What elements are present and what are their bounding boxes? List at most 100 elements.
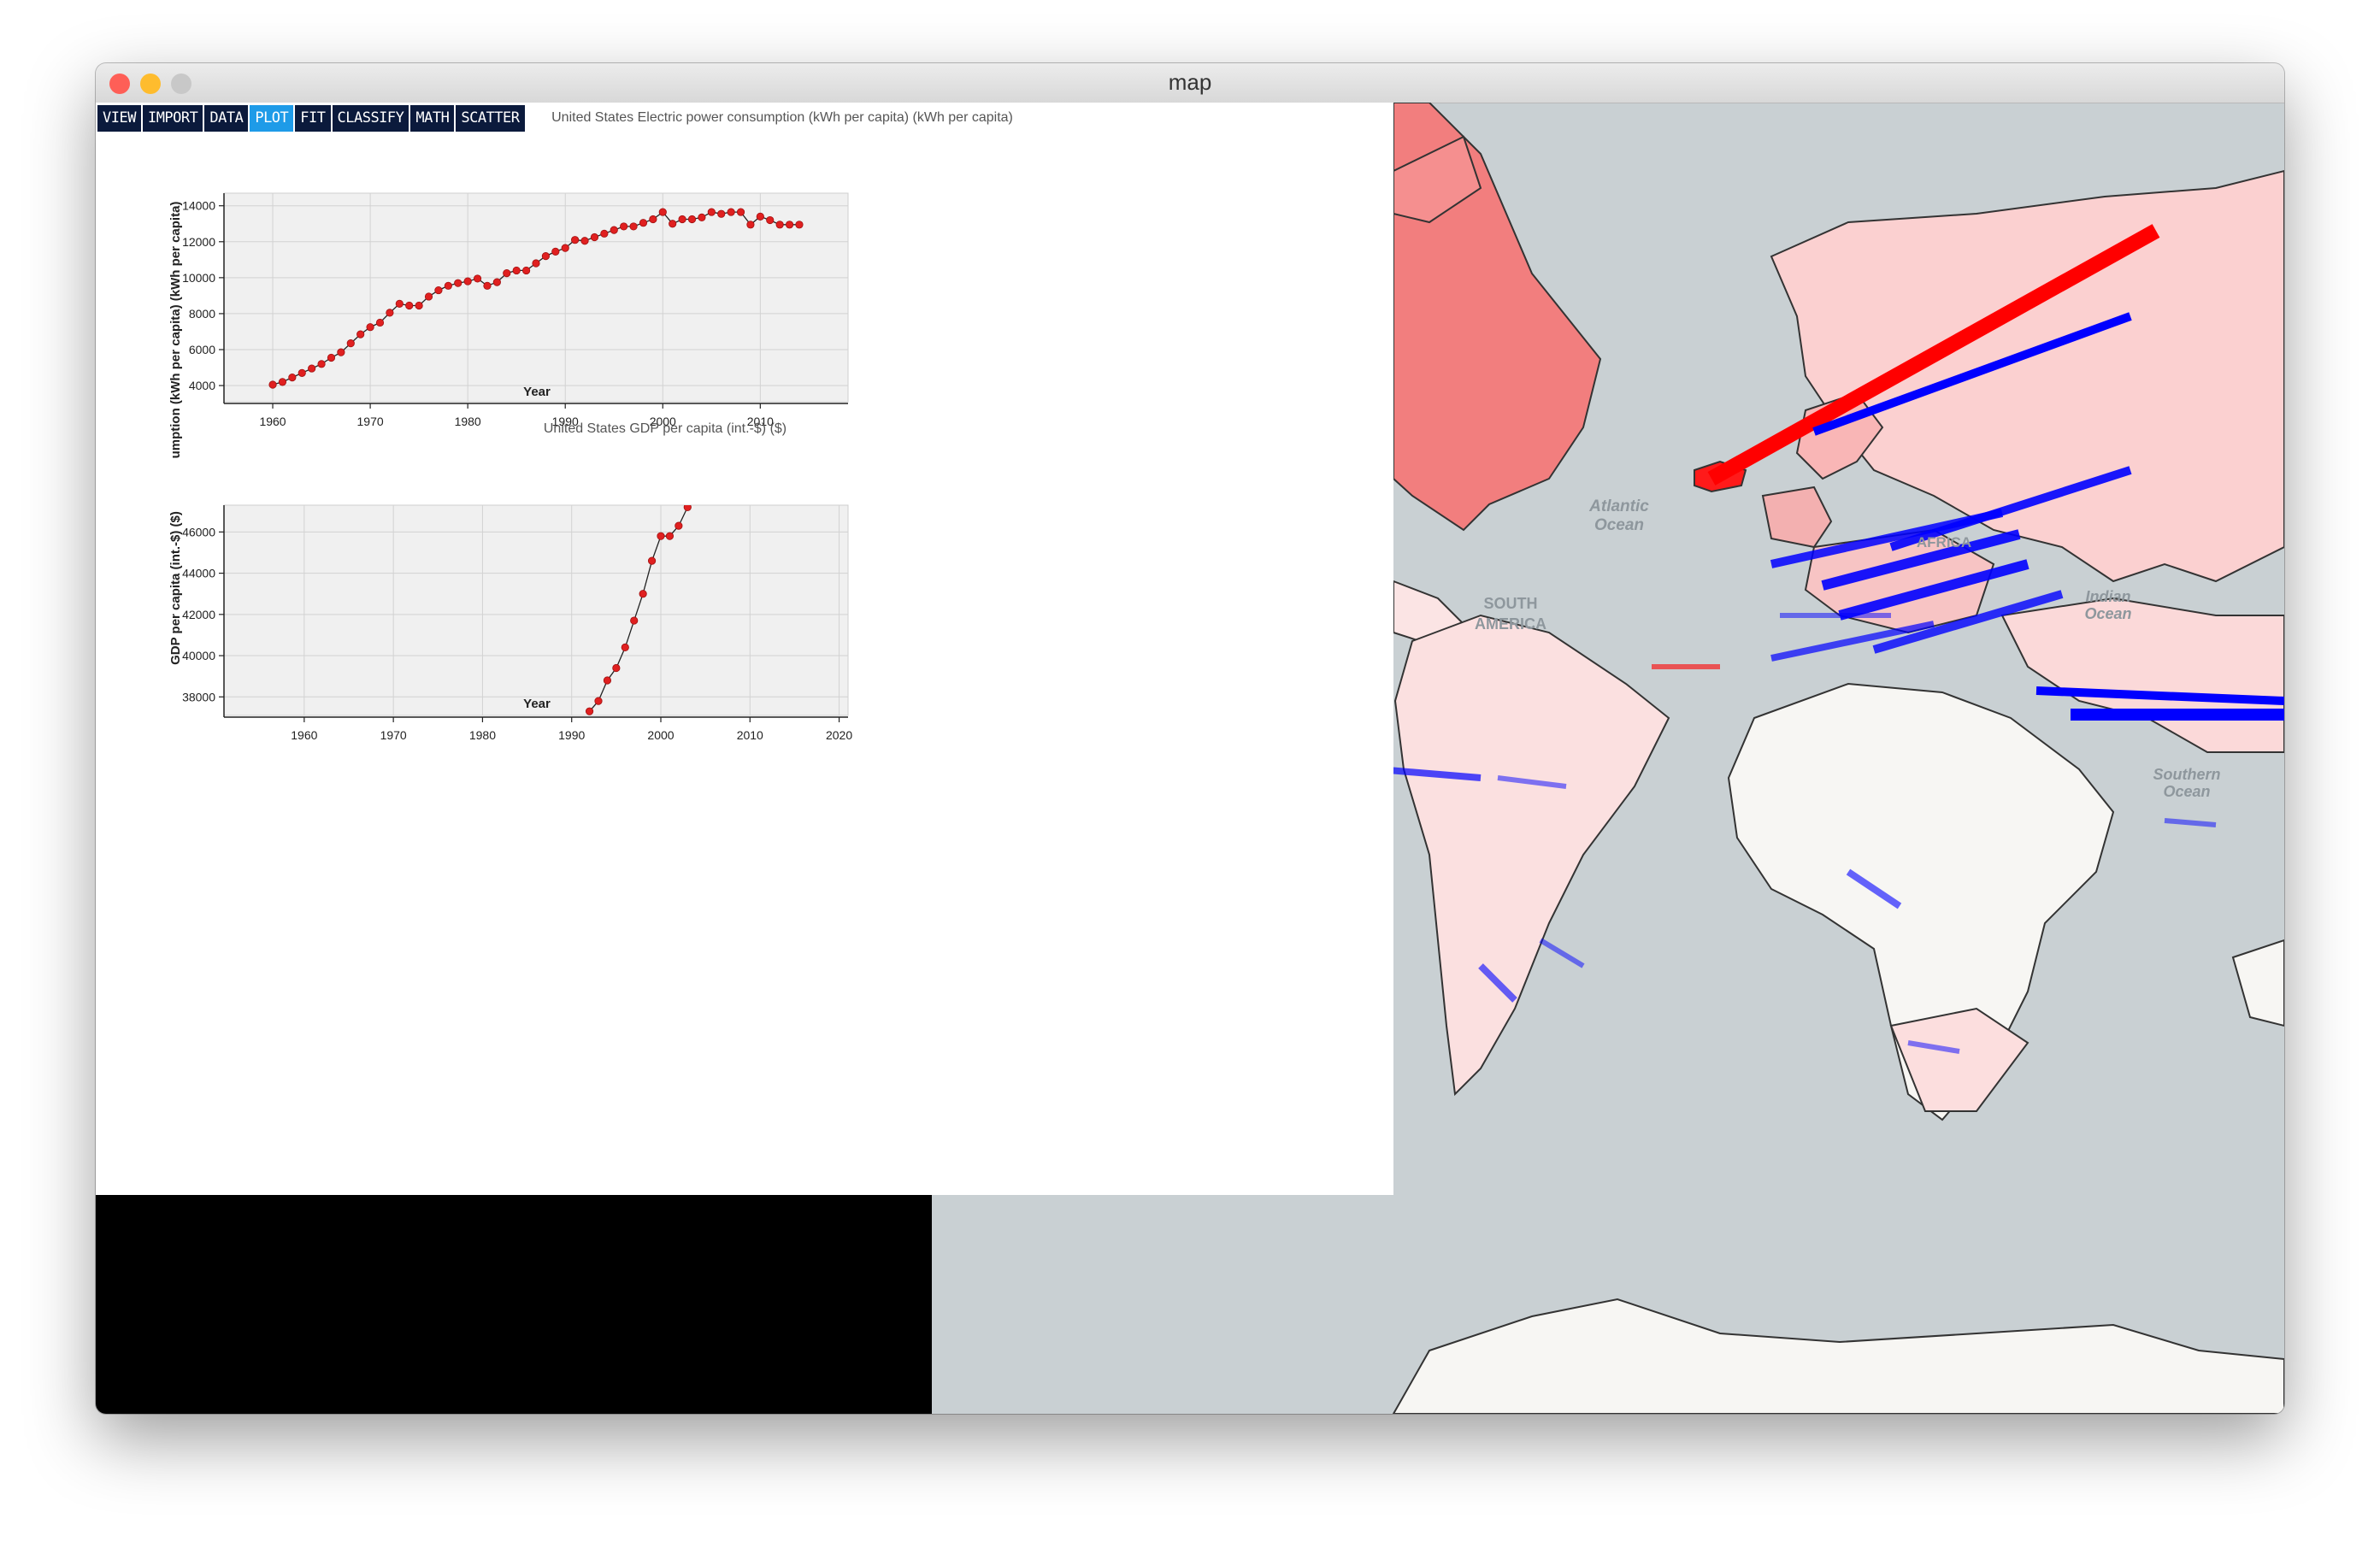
- app-window: map Atlantic Ocean SOUTH AMERICA AFRICA India…: [96, 63, 2284, 1414]
- map-value-bar: [1889, 466, 2132, 551]
- data-point: [629, 222, 638, 231]
- map-value-bar: [2164, 818, 2217, 827]
- x-tick-label: 2020: [826, 728, 852, 742]
- data-point: [678, 215, 686, 224]
- y-tick-label: 8000: [189, 307, 215, 321]
- x-tick-label: 2000: [647, 728, 674, 742]
- data-point: [454, 279, 462, 287]
- place-label: SOUTH: [1484, 595, 1538, 612]
- y-tick-label: 38000: [182, 690, 215, 703]
- menu-math[interactable]: MATH: [410, 105, 455, 132]
- map-value-bar: [1497, 775, 1567, 789]
- antarctica: [1392, 1298, 2284, 1414]
- data-point: [444, 281, 452, 290]
- map-place-labels: AtlanticOceanSOUTHAMERICAAFRICAIndianOce…: [1475, 497, 2221, 800]
- x-tick-label: 1980: [469, 728, 496, 742]
- empty-panel: [96, 1195, 932, 1414]
- map-value-bar: [1846, 868, 1902, 909]
- chart-title: United States Electric power consumption…: [551, 110, 1013, 125]
- data-point: [434, 285, 443, 295]
- data-point: [386, 309, 394, 317]
- data-point: [366, 323, 374, 332]
- y-tick-label: 14000: [182, 199, 215, 213]
- data-point: [308, 364, 316, 373]
- place-label: Ocean: [1594, 516, 1644, 534]
- map-data-bars: [1377, 224, 2284, 1054]
- x-tick-label: 1960: [259, 415, 286, 428]
- place-label: AMERICA: [1475, 615, 1546, 633]
- series: [268, 208, 804, 389]
- data-point: [346, 339, 355, 348]
- y-tick-label: 12000: [182, 235, 215, 249]
- x-tick-label: 1970: [357, 415, 384, 428]
- data-point: [621, 643, 629, 652]
- data-point: [698, 213, 706, 221]
- data-point: [630, 616, 639, 625]
- map-value-bar: [1478, 963, 1517, 1003]
- south-africa: [1889, 1007, 2029, 1112]
- y-tick-label: 44000: [182, 567, 215, 580]
- x-tick-label: 1990: [558, 728, 585, 742]
- y-tick-label: 40000: [182, 649, 215, 662]
- close-window-button[interactable]: [109, 74, 130, 94]
- map-value-bar: [1838, 559, 2029, 621]
- menu-import[interactable]: IMPORT: [142, 105, 203, 132]
- data-point: [512, 266, 521, 275]
- data-point: [590, 232, 599, 242]
- window-title: map: [1168, 69, 1212, 95]
- data-point: [756, 212, 764, 221]
- data-point: [521, 266, 531, 275]
- y-axis-label: umption (kWh per capita) (kWh per capita…: [168, 202, 183, 459]
- place-label: Ocean: [2163, 783, 2210, 800]
- data-point: [463, 277, 472, 285]
- map-value-bar: [1707, 224, 2160, 486]
- data-point: [532, 259, 540, 268]
- data-point: [424, 292, 433, 301]
- south-america: [1393, 614, 1670, 1097]
- x-axis-label: Year: [523, 697, 551, 711]
- data-point: [395, 299, 404, 308]
- data-point: [327, 353, 336, 362]
- minimize-window-button[interactable]: [140, 74, 161, 94]
- place-label: Ocean: [2084, 605, 2131, 622]
- x-tick-label: 1980: [455, 415, 481, 428]
- data-point: [278, 378, 287, 386]
- data-point: [580, 237, 589, 245]
- zoom-window-button[interactable]: [171, 74, 191, 94]
- data-point: [669, 220, 677, 228]
- data-point: [657, 532, 665, 540]
- menu-view[interactable]: VIEW: [97, 105, 141, 132]
- menu-plot[interactable]: PLOT: [250, 105, 294, 132]
- map-value-bar: [1907, 1040, 1960, 1054]
- data-point: [649, 215, 657, 224]
- data-point: [571, 236, 580, 244]
- data-point: [492, 278, 501, 286]
- data-point: [483, 281, 492, 290]
- uk: [1761, 486, 1833, 549]
- australia: [2231, 939, 2284, 1027]
- x-tick-label: 2000: [650, 415, 676, 428]
- y-tick-label: 10000: [182, 271, 215, 285]
- data-point: [707, 208, 716, 216]
- menu-fit[interactable]: FIT: [295, 105, 331, 132]
- map-value-bar: [1872, 590, 2064, 654]
- map-value-bar: [1539, 938, 1585, 968]
- data-point: [675, 521, 683, 530]
- data-point: [775, 221, 784, 229]
- menu-classify[interactable]: CLASSIFY: [332, 105, 409, 132]
- data-point: [317, 360, 326, 368]
- y-tick-label: 6000: [189, 343, 215, 356]
- data-point: [503, 269, 511, 278]
- y-tick-label: 46000: [182, 525, 215, 539]
- data-point: [337, 348, 345, 356]
- menu-data[interactable]: DATA: [204, 105, 249, 132]
- map-value-bar: [1821, 529, 2021, 591]
- menu-scatter[interactable]: SCATTER: [456, 105, 525, 132]
- series: [585, 505, 692, 715]
- data-point: [561, 244, 569, 252]
- data-point: [551, 247, 560, 256]
- data-point: [639, 590, 647, 598]
- data-point: [647, 556, 657, 565]
- canada-islands: [1393, 135, 1482, 224]
- map-value-bar: [1770, 509, 2004, 568]
